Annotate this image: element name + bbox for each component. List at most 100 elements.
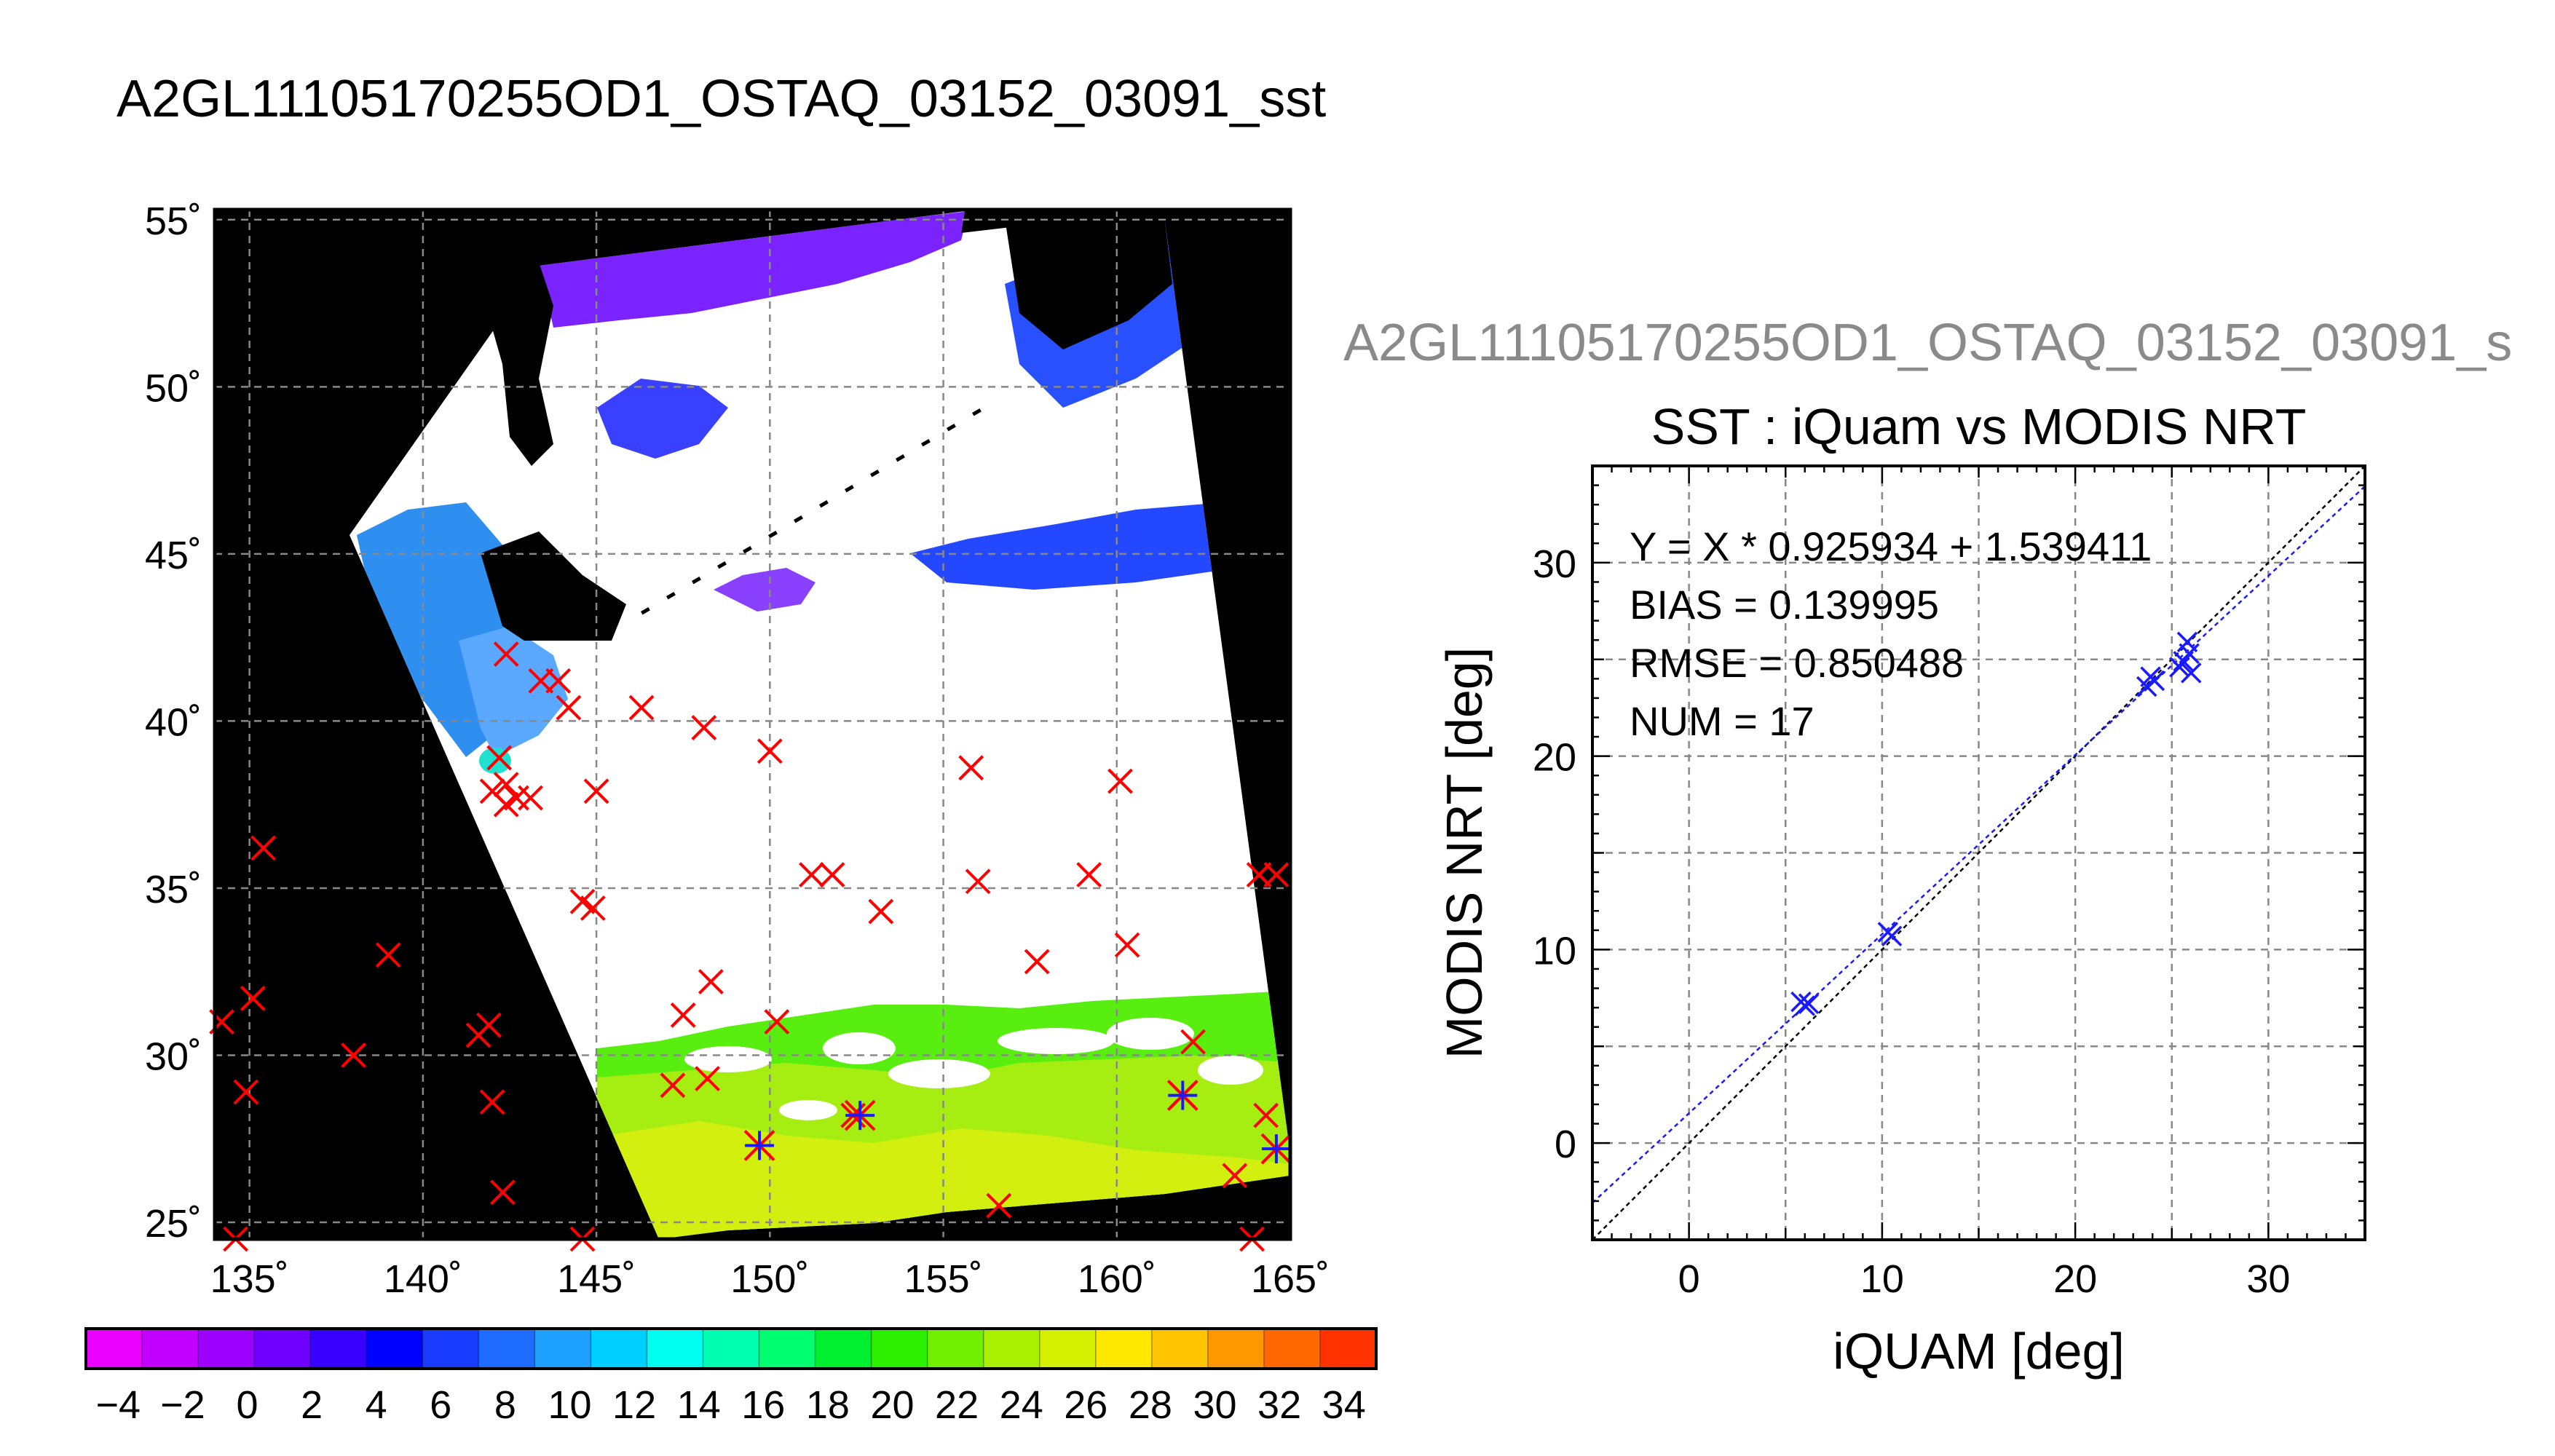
cloud-patch <box>1107 1018 1194 1050</box>
scatter-point <box>1794 995 1816 1016</box>
buoy-marker <box>479 1089 505 1115</box>
map-grid <box>215 210 1292 1239</box>
buoy-marker-stroke <box>375 942 401 968</box>
map-ytick-label: 25˚ <box>145 1202 202 1246</box>
buoy-marker <box>868 898 894 925</box>
buoy-marker <box>698 969 724 994</box>
buoy-marker-stroke <box>479 778 505 804</box>
colorbar-tick-label: 10 <box>548 1383 591 1427</box>
buoy-marker <box>341 1042 366 1068</box>
colorbar-tick-label: 16 <box>741 1383 785 1427</box>
buoy-marker-stroke <box>475 1012 502 1038</box>
map-xtick-label: 140˚ <box>384 1257 462 1301</box>
colorbar-tick-label: −2 <box>160 1383 205 1427</box>
map-ytick-label: 45˚ <box>145 534 202 577</box>
scatter-frame <box>1591 464 2366 1241</box>
land-hokkaido <box>481 531 626 641</box>
buoy-marker <box>493 791 519 818</box>
colorbar-tick-label: 6 <box>430 1383 451 1427</box>
buoy-marker-stroke <box>698 969 724 994</box>
sst-lightblue-region <box>459 626 568 757</box>
cloud-patch <box>823 1032 896 1064</box>
buoy-marker-stroke <box>660 1072 686 1099</box>
colorbar-segment <box>1039 1329 1097 1369</box>
scatter-point <box>2169 657 2190 678</box>
map-xtick-label: 165˚ <box>1251 1257 1330 1301</box>
buoy-marker-stroke <box>490 1179 516 1206</box>
scatter-stat-line: Y = X * 0.925934 + 1.539411 <box>1630 523 2152 569</box>
colorbar-segment <box>478 1329 535 1369</box>
colorbar-segment <box>198 1329 255 1369</box>
colorbar-segment <box>647 1329 703 1369</box>
colorbar-segment <box>591 1329 647 1369</box>
land-kuril-island <box>845 485 854 493</box>
buoy-marker-stroke <box>1263 862 1290 888</box>
colorbar-tick-label: 22 <box>935 1383 979 1427</box>
colorbar-segment <box>927 1329 984 1369</box>
land-kuril-island <box>896 454 905 462</box>
scatter-point-stroke <box>2144 670 2165 692</box>
map-xtick-label: 150˚ <box>730 1257 809 1301</box>
buoy-marker-stroke <box>670 1002 696 1028</box>
buoy-marker <box>1263 862 1290 888</box>
scatter-ylabel: MODIS NRT [deg] <box>1436 647 1493 1059</box>
buoy-marker <box>240 986 266 1011</box>
land-kuril-island <box>794 515 803 523</box>
buoy-marker <box>493 772 519 798</box>
cloud-patch <box>998 1028 1114 1054</box>
land-kuril-island <box>692 577 701 585</box>
buoy-marker <box>556 695 582 721</box>
buoy-marker <box>250 835 277 861</box>
buoy-marker-stroke <box>1076 862 1102 888</box>
land-kuril-island <box>972 408 982 416</box>
colorbar-segment <box>1207 1329 1265 1369</box>
scatter-point <box>2144 670 2165 692</box>
colorbar-segment <box>142 1329 199 1369</box>
scatter-lines <box>1592 466 2365 1240</box>
buoy-marker-stroke <box>493 641 519 668</box>
sst-map: 135˚ 140˚ 145˚ 150˚ 155˚ 160˚ 165˚ 25˚ 30˚ 35˚ 40˚… <box>145 199 1330 1301</box>
buoy-marker-stroke <box>493 772 519 798</box>
sst-blue-region-east <box>910 502 1238 590</box>
map-title: A2GL11105170255OD1_OSTAQ_03152_03091_sst <box>117 70 1327 128</box>
buoy-marker <box>691 715 717 741</box>
colorbar-tick-label: 8 <box>494 1383 516 1427</box>
scatter-ytick-label: 0 <box>1555 1123 1576 1166</box>
buoy-marker-stroke <box>1107 768 1133 794</box>
cloud-patch <box>888 1059 990 1088</box>
land-kuril-island <box>819 500 829 508</box>
buoy-marker <box>660 1072 686 1099</box>
sst-violet-region <box>539 211 968 328</box>
scatter-ytick-label: 20 <box>1533 736 1576 780</box>
cloud-patch <box>1198 1056 1263 1085</box>
buoy-marker-stroke <box>1024 949 1050 975</box>
buoy-marker <box>764 1009 790 1035</box>
buoy-marker <box>819 862 845 888</box>
scatter-stat-line: RMSE = 0.850488 <box>1630 640 1964 686</box>
colorbar-frame <box>84 1327 1378 1370</box>
buoy-marker <box>1222 1163 1248 1189</box>
map-ytick-label: 50˚ <box>145 366 202 410</box>
land-kuril-island <box>666 592 676 600</box>
matchup-marker <box>844 1099 876 1131</box>
scatter-xtick-label: 30 <box>2246 1257 2290 1301</box>
sst-violet-patch <box>714 568 816 612</box>
scatter-stat-line: NUM = 17 <box>1630 698 1814 744</box>
buoy-marker <box>757 738 783 764</box>
cloud-patch <box>779 1100 837 1120</box>
buoy-marker-stroke <box>986 1192 1012 1219</box>
scatter-ytick-label: 30 <box>1533 542 1576 586</box>
colorbar-tick-label: 28 <box>1129 1383 1172 1427</box>
buoy-marker-stroke <box>341 1042 366 1068</box>
scatter-ytick-label: 10 <box>1533 929 1576 973</box>
scatter-point <box>1881 925 1903 947</box>
colorbar-segment <box>310 1329 367 1369</box>
buoy-marker-stroke <box>757 738 783 764</box>
map-xtick-label: 135˚ <box>210 1257 289 1301</box>
colorbar: −4 −2 0 2 4 6 8 10 12 14 16 18 20 22 24 26 28 30 32 34 <box>84 1327 1378 1427</box>
colorbar-segment <box>1263 1329 1321 1369</box>
colorbar-segment <box>366 1329 423 1369</box>
land-sakhalin <box>488 262 553 466</box>
colorbar-tick-label: 0 <box>236 1383 258 1427</box>
